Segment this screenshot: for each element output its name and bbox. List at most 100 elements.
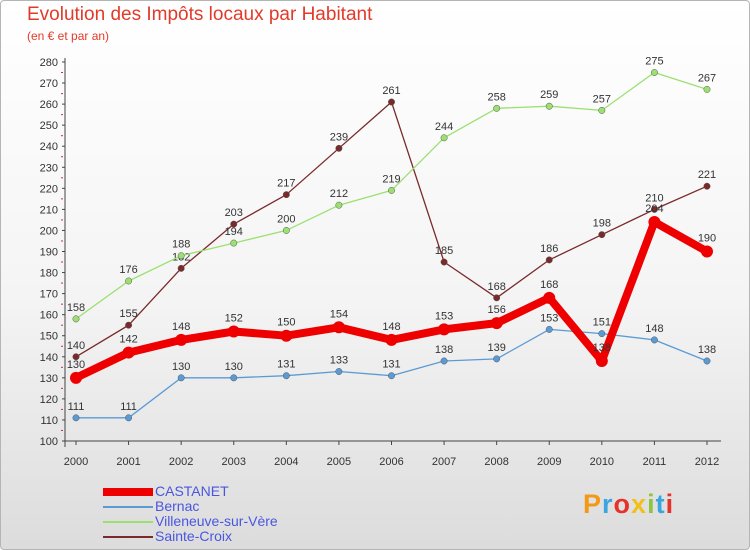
data-point [125, 414, 133, 422]
data-point [490, 317, 503, 330]
data-point [493, 104, 501, 112]
data-point [545, 325, 553, 333]
series-line [72, 218, 711, 382]
data-point [70, 371, 82, 384]
logo-letter: i [647, 489, 656, 519]
y-tick-label: 190 [40, 247, 58, 259]
data-point [72, 414, 80, 422]
data-label: 239 [330, 131, 348, 143]
data-point [598, 231, 606, 239]
series-bernac: 111 111 130 130 131 133 131 138 139 153 151 148 138 [68, 312, 716, 422]
data-label: 168 [540, 279, 558, 291]
y-tick-label: 180 [40, 268, 58, 280]
series-line [75, 71, 708, 320]
y-tick-label: 130 [40, 373, 58, 385]
data-point [703, 357, 711, 365]
data-point [335, 144, 343, 152]
data-point [230, 220, 238, 228]
data-point [545, 102, 553, 110]
data-point [438, 323, 451, 336]
x-tick-label: 2001 [116, 456, 140, 468]
data-label: 130 [67, 359, 85, 371]
y-tick-label: 120 [40, 394, 58, 406]
x-tick-label: 2004 [274, 456, 298, 468]
data-label: 131 [277, 359, 295, 371]
data-point [440, 357, 448, 365]
y-tick-label: 200 [40, 225, 58, 237]
data-point [280, 329, 293, 342]
data-point [227, 325, 240, 338]
data-label: 154 [330, 308, 348, 320]
series-sainte-croix: 140155182203217239261185168186198210221 [67, 85, 716, 361]
proxiti-logo: Proxiti [583, 489, 674, 520]
data-point [282, 191, 290, 199]
data-point [650, 69, 658, 76]
data-point [72, 353, 80, 361]
y-tick-label: 280 [40, 57, 58, 69]
data-point [385, 333, 398, 346]
data-point [388, 372, 395, 380]
x-tick-label: 2012 [695, 456, 719, 468]
y-tick-label: 240 [40, 141, 58, 153]
data-label: 204 [645, 203, 663, 215]
legend-label: Sainte-Croix [155, 528, 233, 544]
data-point [125, 277, 133, 285]
data-label: 258 [487, 91, 505, 103]
data-label: 140 [67, 340, 85, 352]
data-point [332, 321, 345, 334]
y-tick-label: 100 [40, 436, 58, 448]
data-point [545, 256, 553, 264]
data-label: 142 [119, 334, 137, 346]
data-label: 257 [593, 93, 611, 105]
y-tick-label: 140 [40, 352, 58, 364]
data-label: 130 [172, 361, 190, 373]
data-point [72, 315, 80, 323]
data-point [282, 372, 290, 380]
legend-swatch [103, 506, 153, 508]
series-castanet: 130 142 148 152 150 154 148 153 156 168 138 204 190 [67, 203, 716, 384]
data-point [650, 205, 658, 213]
data-label: 210 [645, 192, 663, 204]
x-tick-label: 2007 [432, 456, 456, 468]
data-point [650, 336, 658, 344]
chart-title: Evolution des Impôts locaux par Habitant [27, 4, 373, 25]
x-tick-label: 2010 [590, 456, 614, 468]
y-tick-label: 250 [40, 120, 58, 132]
data-label: 267 [698, 72, 716, 84]
data-point [177, 252, 185, 260]
data-label: 198 [593, 218, 611, 230]
y-tick-label: 110 [40, 415, 58, 427]
data-point [598, 106, 606, 114]
x-tick-label: 2005 [327, 456, 351, 468]
y-tick-label: 210 [40, 204, 58, 216]
data-label: 188 [172, 239, 190, 251]
x-tick-label: 2000 [64, 456, 88, 468]
data-point [388, 98, 395, 106]
data-label: 176 [119, 264, 137, 276]
data-point [493, 294, 501, 302]
data-label: 138 [698, 344, 716, 356]
x-tick-label: 2003 [222, 456, 246, 468]
data-label: 139 [487, 342, 505, 354]
legend-swatch [103, 521, 153, 523]
data-point [440, 258, 448, 266]
data-point [648, 216, 661, 229]
data-point [703, 85, 711, 93]
x-tick-label: 2011 [643, 456, 667, 468]
series-line [75, 101, 708, 358]
data-point [701, 245, 713, 258]
data-label: 275 [645, 56, 663, 68]
y-tick-label: 220 [40, 183, 58, 195]
data-label: 151 [593, 317, 611, 329]
data-point [595, 354, 608, 367]
y-tick-label: 150 [40, 331, 58, 343]
data-point [440, 134, 448, 142]
logo-letter: r [602, 489, 614, 519]
data-point [703, 182, 711, 190]
logo-letter: t [655, 489, 666, 519]
legend-label: Villeneuve-sur-Vère [155, 513, 278, 529]
y-tick-label: 270 [40, 78, 58, 90]
data-label: 148 [645, 323, 663, 335]
